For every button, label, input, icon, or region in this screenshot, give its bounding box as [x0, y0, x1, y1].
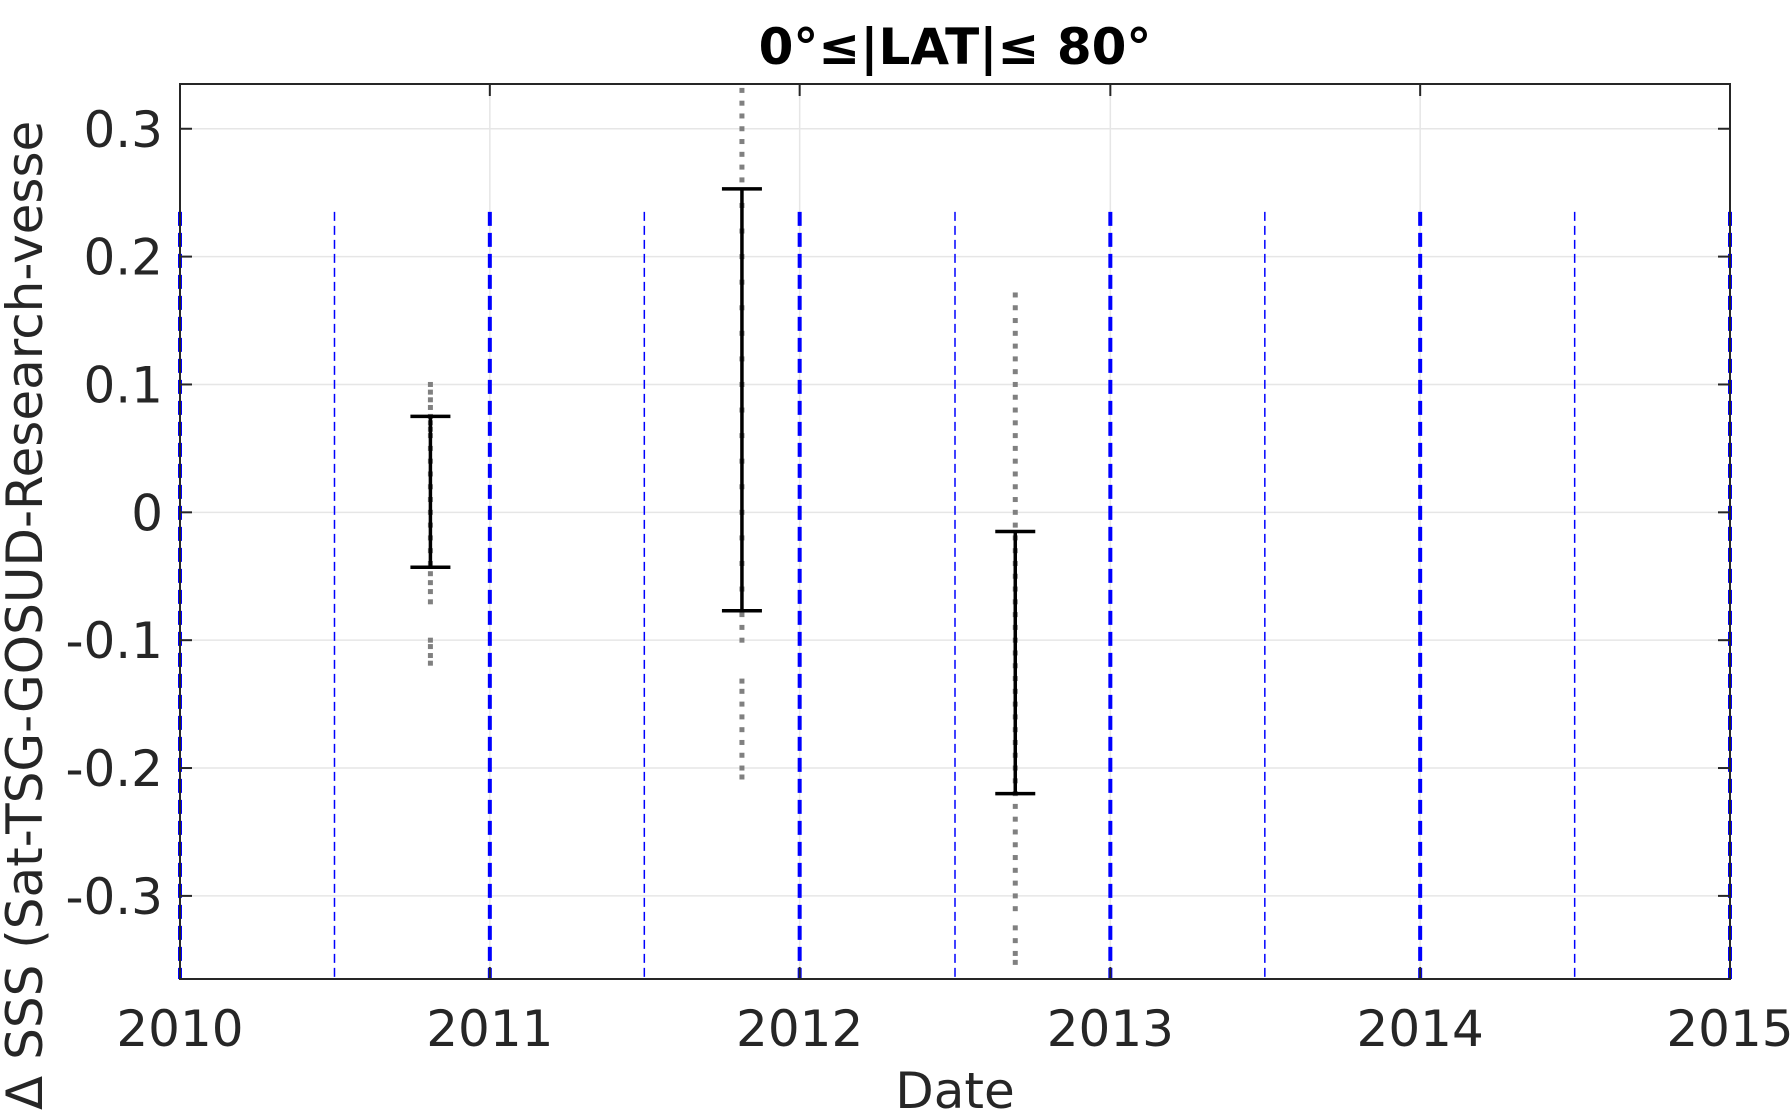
data-point — [1012, 330, 1018, 336]
data-point — [427, 404, 433, 410]
data-point — [739, 624, 745, 630]
y-tick-label: -0.3 — [65, 868, 163, 926]
data-point — [1012, 893, 1018, 899]
error-bars — [410, 187, 1036, 796]
data-point — [1012, 369, 1018, 375]
data-point — [739, 739, 745, 745]
data-point — [739, 774, 745, 780]
data-point — [1012, 445, 1018, 451]
data-point — [739, 701, 745, 707]
x-tick-label: 2012 — [736, 1000, 863, 1058]
data-point — [1012, 829, 1018, 835]
plot-area-frame — [179, 83, 1731, 980]
data-point — [1012, 471, 1018, 477]
data-point — [739, 87, 745, 93]
data-point — [739, 151, 745, 157]
data-point — [1012, 407, 1018, 413]
data-point — [427, 653, 433, 659]
data-points — [427, 87, 1018, 965]
y-tick-label: -0.1 — [65, 612, 163, 670]
data-point — [739, 612, 745, 618]
data-point — [739, 139, 745, 145]
data-point — [1012, 842, 1018, 848]
data-point — [1012, 867, 1018, 873]
data-point — [1012, 420, 1018, 426]
data-point — [1012, 484, 1018, 490]
data-point — [1012, 816, 1018, 822]
data-point — [427, 599, 433, 605]
data-point — [1012, 803, 1018, 809]
data-point — [739, 727, 745, 733]
data-point — [739, 100, 745, 106]
y-tick-labels: 0.3 0.2 0.1 0 -0.1 -0.2 -0.3 — [65, 101, 163, 926]
x-tick-labels: 2010 2011 2012 2013 2014 2015 — [116, 1000, 1792, 1058]
data-point — [427, 389, 433, 395]
y-tick-label: 0 — [131, 484, 163, 542]
data-point — [739, 765, 745, 771]
reference-lines — [178, 211, 1732, 979]
data-point — [427, 660, 433, 666]
data-point — [427, 381, 433, 387]
chart-title: 0°≤|LAT|≤ 80° — [759, 18, 1152, 76]
data-point — [427, 637, 433, 643]
data-point — [1012, 305, 1018, 311]
x-tick-label: 2014 — [1357, 1000, 1484, 1058]
y-tick-label: -0.2 — [65, 740, 163, 798]
x-axis-label: Date — [895, 1062, 1015, 1112]
y-tick-label: 0.3 — [83, 101, 163, 159]
data-point — [1012, 458, 1018, 464]
data-point — [427, 580, 433, 586]
data-point — [427, 589, 433, 595]
data-point — [1012, 959, 1018, 965]
data-point — [739, 113, 745, 119]
data-point — [1012, 356, 1018, 362]
data-point — [1012, 292, 1018, 298]
data-point — [1012, 906, 1018, 912]
y-axis-label: Δ SSS (Sat-TSG-GOSUD-Research-vesse — [0, 121, 54, 1110]
data-point — [739, 714, 745, 720]
data-point — [1012, 433, 1018, 439]
data-point — [739, 164, 745, 170]
x-tick-label: 2011 — [426, 1000, 553, 1058]
data-point — [427, 644, 433, 650]
data-point — [739, 126, 745, 132]
data-point — [739, 177, 745, 183]
y-tick-label: 0.2 — [83, 229, 163, 287]
data-point — [739, 688, 745, 694]
data-point — [1012, 509, 1018, 515]
data-point — [1012, 880, 1018, 886]
data-point — [1012, 855, 1018, 861]
axis-ticks — [179, 84, 1731, 979]
x-tick-label: 2015 — [1666, 1000, 1792, 1058]
data-point — [1012, 938, 1018, 944]
data-point — [1012, 497, 1018, 503]
data-point — [1012, 522, 1018, 528]
x-tick-label: 2010 — [116, 1000, 243, 1058]
data-point — [1012, 950, 1018, 956]
data-point — [427, 571, 433, 577]
data-point — [1012, 343, 1018, 349]
data-point — [427, 397, 433, 403]
data-point — [739, 637, 745, 643]
data-point — [1012, 381, 1018, 387]
y-tick-label: 0.1 — [83, 356, 163, 414]
data-point — [1012, 318, 1018, 324]
data-point — [1012, 925, 1018, 931]
data-point — [1012, 394, 1018, 400]
data-point — [739, 752, 745, 758]
x-tick-label: 2013 — [1047, 1000, 1174, 1058]
data-point — [739, 678, 745, 684]
